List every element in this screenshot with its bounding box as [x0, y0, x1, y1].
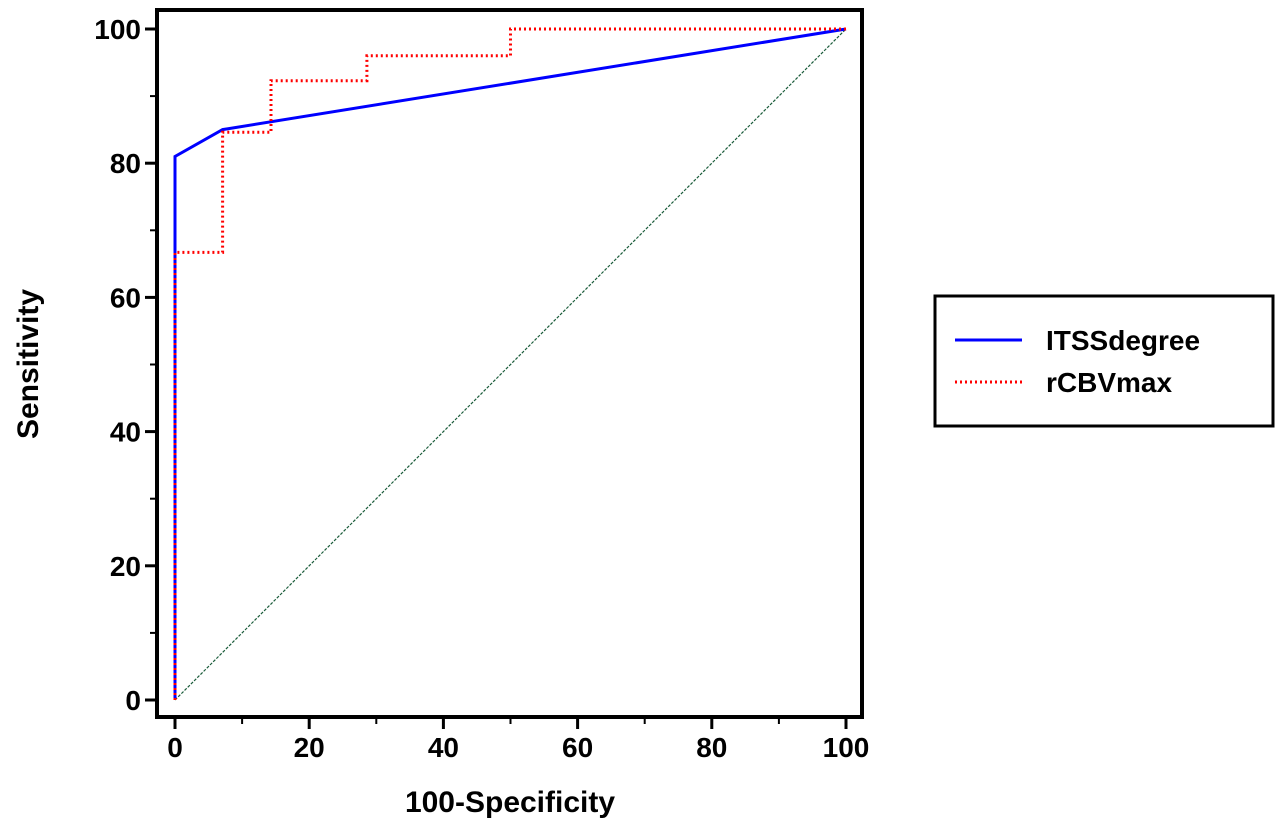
y-axis-label: Sensitivity	[12, 289, 45, 439]
series-line-rcbvmax	[173, 27, 846, 700]
y-tick-label-80: 80	[110, 148, 141, 179]
x-tick-label-0: 0	[167, 732, 183, 763]
x-axis-label: 100-Specificity	[405, 786, 615, 819]
x-tick-label-40: 40	[428, 732, 459, 763]
legend: ITSSdegree rCBVmax	[933, 294, 1275, 428]
y-tick-label-20: 20	[110, 551, 141, 582]
y-tick-label-60: 60	[110, 282, 141, 313]
y-tick-label-100: 100	[94, 14, 141, 45]
x-tick-label-80: 80	[696, 732, 727, 763]
legend-box	[933, 294, 1275, 428]
reference-diagonal	[174, 28, 847, 701]
y-tick-label-0: 0	[125, 685, 141, 716]
y-tick-label-40: 40	[110, 417, 141, 448]
x-tick-label-60: 60	[562, 732, 593, 763]
legend-label-rcbvmax: rCBVmax	[1046, 367, 1172, 398]
x-tick-label-100: 100	[823, 732, 870, 763]
x-tick-label-20: 20	[294, 732, 325, 763]
legend-label-itssdegree: ITSSdegree	[1046, 325, 1200, 356]
plot-frame	[155, 8, 864, 719]
